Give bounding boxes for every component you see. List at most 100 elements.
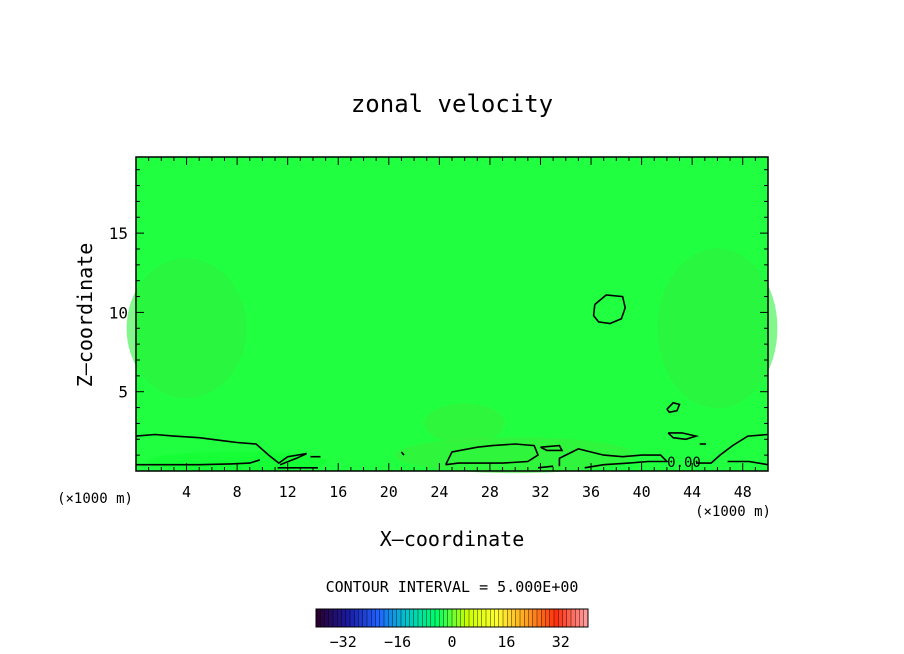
colorbar-cell <box>481 608 487 628</box>
contour-line <box>558 447 669 469</box>
colorbar-cell <box>579 608 585 628</box>
colorbar-cell <box>430 608 436 628</box>
colorbar-cell <box>345 608 351 628</box>
y-tick-label: 15 <box>109 224 128 243</box>
x-tick-label: 8 <box>233 483 242 501</box>
x-tick-label: 4 <box>182 483 191 501</box>
colorbar-cell <box>349 608 355 628</box>
colorbar-cell <box>541 608 547 628</box>
colorbar-cell <box>417 608 423 628</box>
colorbar-cell <box>332 608 338 628</box>
chart-title: zonal velocity <box>351 90 553 118</box>
colorbar-tick-label: −16 <box>384 633 411 651</box>
x-tick-label: 16 <box>329 483 347 501</box>
colorbar-cell <box>498 608 504 628</box>
colorbar-cell <box>400 608 406 628</box>
colorbar-ticks: −32 −16 0 16 32 <box>330 633 570 651</box>
colorbar-cell <box>545 608 551 628</box>
colorbar-cell <box>490 608 496 628</box>
contour-line <box>136 459 261 466</box>
colorbar-cell <box>558 608 564 628</box>
contour-line <box>592 294 627 325</box>
contour-value-label: 0.00 <box>667 455 701 471</box>
colorbar-cell <box>396 608 402 628</box>
x-tick-label: 12 <box>279 483 297 501</box>
contour-line <box>667 432 700 441</box>
colorbar <box>315 608 589 628</box>
colorbar-cell <box>507 608 513 628</box>
field-shade <box>126 258 247 399</box>
colorbar-cell <box>379 608 385 628</box>
colorbar-cell <box>460 608 466 628</box>
colorbar-cell <box>354 608 360 628</box>
colorbar-cell <box>519 608 525 628</box>
colorbar-cell <box>324 608 330 628</box>
contour-line <box>540 444 564 452</box>
x-tick-label: 36 <box>582 483 600 501</box>
colorbar-cell <box>451 608 457 628</box>
colorbar-cell <box>566 608 572 628</box>
colorbar-cell <box>502 608 508 628</box>
colorbar-cell <box>392 608 398 628</box>
colorbar-cell <box>562 608 568 628</box>
colorbar-cell <box>536 608 542 628</box>
colorbar-cell <box>422 608 428 628</box>
colorbar-cell <box>409 608 415 628</box>
colorbar-cell <box>515 608 521 628</box>
x-tick-label: 40 <box>633 483 651 501</box>
contour-line <box>666 401 681 414</box>
x-tick-label: 44 <box>683 483 701 501</box>
colorbar-cell <box>439 608 445 628</box>
colorbar-cell <box>468 608 474 628</box>
x-tick-label: 28 <box>481 483 499 501</box>
contour-line <box>444 443 539 466</box>
colorbar-cell <box>553 608 559 628</box>
colorbar-cell <box>371 608 377 628</box>
colorbar-cell <box>426 608 432 628</box>
x-tick-label: 20 <box>380 483 398 501</box>
colorbar-cell <box>358 608 364 628</box>
colorbar-cell <box>388 608 394 628</box>
colorbar-tick-label: −32 <box>330 633 357 651</box>
colorbar-cell <box>375 608 381 628</box>
colorbar-cell <box>494 608 500 628</box>
field-shade <box>657 248 778 409</box>
y-axis-label: Z–coordinate <box>73 243 97 388</box>
colorbar-cell <box>464 608 470 628</box>
contour-line <box>135 433 307 466</box>
contour-line <box>400 451 405 456</box>
colorbar-cell <box>405 608 411 628</box>
x-axis-ticks: 4 8 12 16 20 24 28 32 36 40 44 48 <box>148 157 756 501</box>
colorbar-cell <box>447 608 453 628</box>
field-shade <box>147 451 328 472</box>
colorbar-cell <box>366 608 372 628</box>
colorbar-cell <box>315 608 321 628</box>
colorbar-cell <box>383 608 389 628</box>
colorbar-cell <box>362 608 368 628</box>
x-unit-left: (×1000 m) <box>57 491 133 507</box>
colorbar-cell <box>549 608 555 628</box>
colorbar-cell <box>434 608 440 628</box>
y-axis-ticks: 5 10 15 <box>109 169 768 456</box>
colorbar-cell <box>528 608 534 628</box>
colorbar-cell <box>477 608 483 628</box>
colorbar-cell <box>456 608 462 628</box>
colorbar-tick-label: 16 <box>497 633 515 651</box>
colorbar-tick-label: 32 <box>552 633 570 651</box>
contour-line <box>696 433 769 464</box>
x-axis-label: X–coordinate <box>380 527 525 551</box>
x-tick-label: 24 <box>430 483 448 501</box>
field-shade <box>424 403 505 444</box>
colorbar-frame <box>315 608 589 628</box>
contour-interval-text: CONTOUR INTERVAL = 5.000E+00 <box>326 578 579 596</box>
colorbar-cell <box>532 608 538 628</box>
colorbar-cell <box>485 608 491 628</box>
colorbar-cell <box>524 608 530 628</box>
x-tick-label: 48 <box>734 483 752 501</box>
x-tick-label: 32 <box>531 483 549 501</box>
x-unit-right: (×1000 m) <box>695 504 771 520</box>
colorbar-cell <box>413 608 419 628</box>
colorbar-cell <box>575 608 581 628</box>
colorbar-cell <box>328 608 334 628</box>
